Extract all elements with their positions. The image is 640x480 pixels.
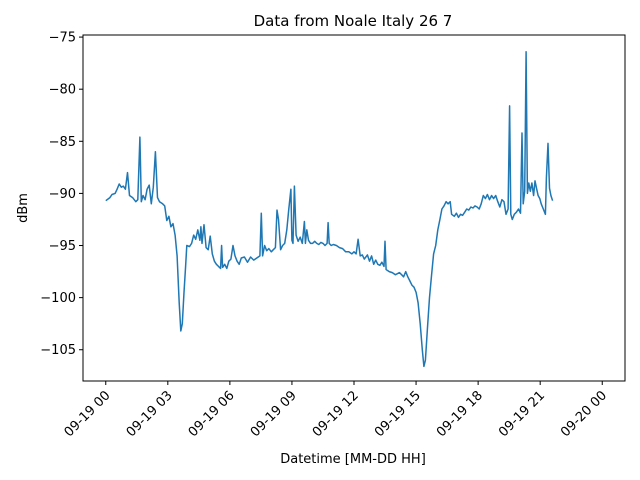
y-tick-label: −100 [40, 291, 76, 306]
y-tick-label: −80 [49, 83, 76, 98]
plot-area [105, 50, 554, 368]
y-tick-label: −90 [49, 187, 76, 202]
x-axis-label: Datetime [MM-DD HH] [280, 452, 426, 467]
y-tick-label: −95 [49, 239, 76, 254]
y-tick-label: −85 [49, 135, 76, 150]
y-axis: −75 −80 −85 −90 −95 −100 −105 [40, 31, 83, 358]
chart-title: Data from Noale Italy 26 7 [254, 12, 453, 30]
series-line-0 [105, 50, 554, 368]
y-axis-label: dBm [16, 193, 31, 223]
y-tick-label: −105 [40, 343, 76, 358]
y-tick-label: −75 [49, 31, 76, 46]
